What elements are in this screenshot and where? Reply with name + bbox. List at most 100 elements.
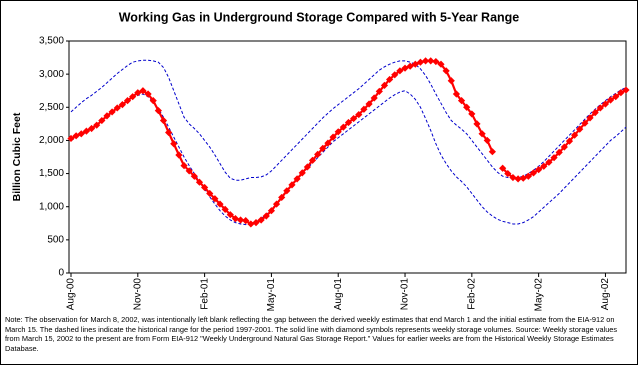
diamond-marker (195, 178, 204, 186)
diamond-marker (108, 108, 116, 116)
diamond-marker (596, 104, 604, 112)
diamond-marker (468, 110, 476, 118)
diamond-marker (308, 156, 317, 164)
diamond-marker (339, 123, 347, 131)
diamond-marker (231, 215, 240, 223)
diamond-marker (591, 108, 599, 117)
diamond-marker (206, 189, 214, 198)
diamond-marker (329, 133, 337, 141)
diamond-marker (98, 116, 106, 125)
y-axis-label: Billion Cubic Feet (11, 112, 23, 201)
diamond-marker (190, 172, 198, 180)
diamond-marker (606, 96, 615, 104)
x-tick-label: May-01 (266, 278, 277, 312)
diamond-marker (344, 118, 353, 127)
diamond-marker (499, 164, 507, 172)
diamond-marker (437, 60, 445, 68)
diamond-marker (298, 169, 306, 177)
diamond-marker (391, 71, 399, 79)
diamond-marker (324, 139, 332, 147)
diamond-marker (576, 125, 584, 133)
diamond-marker (622, 86, 630, 94)
diamond-marker (165, 128, 173, 137)
diamond-marker (612, 93, 620, 101)
diamond-marker (288, 181, 296, 189)
diamond-marker (278, 193, 286, 202)
diamond-marker (380, 81, 389, 90)
diamond-marker (571, 131, 579, 139)
diamond-marker (504, 169, 512, 178)
diamond-marker (509, 173, 517, 182)
diamond-marker (555, 148, 563, 156)
diamond-marker (478, 130, 486, 138)
diamond-marker (87, 124, 96, 133)
diamond-marker (488, 148, 496, 156)
diamond-marker (386, 75, 394, 84)
diamond-marker (545, 158, 553, 166)
x-tick-label: Nov-01 (400, 278, 411, 311)
diamond-marker (550, 154, 558, 162)
diamond-marker (139, 87, 147, 95)
diamond-marker (123, 97, 132, 105)
diamond-marker (93, 121, 101, 129)
diamond-marker (252, 219, 260, 227)
series-line (70, 59, 627, 181)
diamond-marker (473, 120, 481, 128)
diamond-marker (421, 57, 430, 65)
plot-frame (68, 40, 627, 274)
diamond-marker (350, 114, 358, 123)
diamond-marker (283, 187, 291, 195)
diamond-marker (457, 97, 466, 105)
diamond-marker (365, 100, 373, 108)
diamond-marker (180, 162, 188, 170)
diamond-marker (432, 57, 440, 66)
diamond-marker (242, 217, 250, 225)
diamond-marker (267, 207, 276, 215)
diamond-marker (247, 220, 255, 228)
diamond-marker (159, 116, 168, 125)
x-tick-label: Aug-02 (600, 278, 611, 311)
diamond-marker (67, 134, 75, 143)
diamond-marker (411, 60, 419, 68)
diamond-marker (113, 104, 121, 112)
diamond-marker (396, 67, 404, 75)
x-tick-label: Feb-02 (466, 278, 477, 310)
chart-title: Working Gas in Underground Storage Compa… (119, 10, 520, 24)
diamond-marker (463, 103, 471, 111)
diamond-marker (524, 172, 532, 180)
diamond-marker (272, 200, 281, 208)
diamond-marker (540, 162, 548, 170)
diamond-marker (144, 90, 152, 98)
y-tick-label: 2,500 (39, 102, 64, 113)
diamond-marker (293, 175, 301, 183)
diamond-marker (529, 169, 538, 177)
y-tick-label: 3,500 (39, 36, 64, 47)
diamond-marker (221, 205, 229, 213)
diamond-marker (149, 97, 157, 105)
y-tick-label: 3,000 (39, 69, 64, 80)
diamond-marker (82, 127, 91, 135)
diamond-marker (314, 150, 322, 158)
y-tick-label: 2,000 (39, 135, 64, 146)
x-tick-label: Aug-01 (333, 278, 344, 311)
diamond-marker (154, 107, 162, 115)
diamond-marker (216, 200, 224, 208)
y-tick-label: 500 (47, 234, 64, 245)
diamond-marker (617, 89, 625, 97)
diamond-marker (447, 77, 455, 85)
diamond-marker (257, 216, 265, 224)
diamond-marker (427, 57, 435, 65)
diamond-marker (370, 94, 378, 102)
x-tick-label: Feb-01 (199, 278, 210, 310)
diamond-marker (565, 137, 574, 145)
note: Note: The observation for March 8, 2002,… (5, 315, 618, 353)
diamond-marker (201, 183, 209, 192)
diamond-marker (334, 128, 342, 136)
x-tick-label: Nov-00 (132, 278, 143, 311)
diamond-marker (514, 175, 522, 183)
diamond-marker (319, 144, 327, 152)
y-tick-label: 0 (58, 268, 64, 279)
diamond-marker (535, 165, 543, 174)
